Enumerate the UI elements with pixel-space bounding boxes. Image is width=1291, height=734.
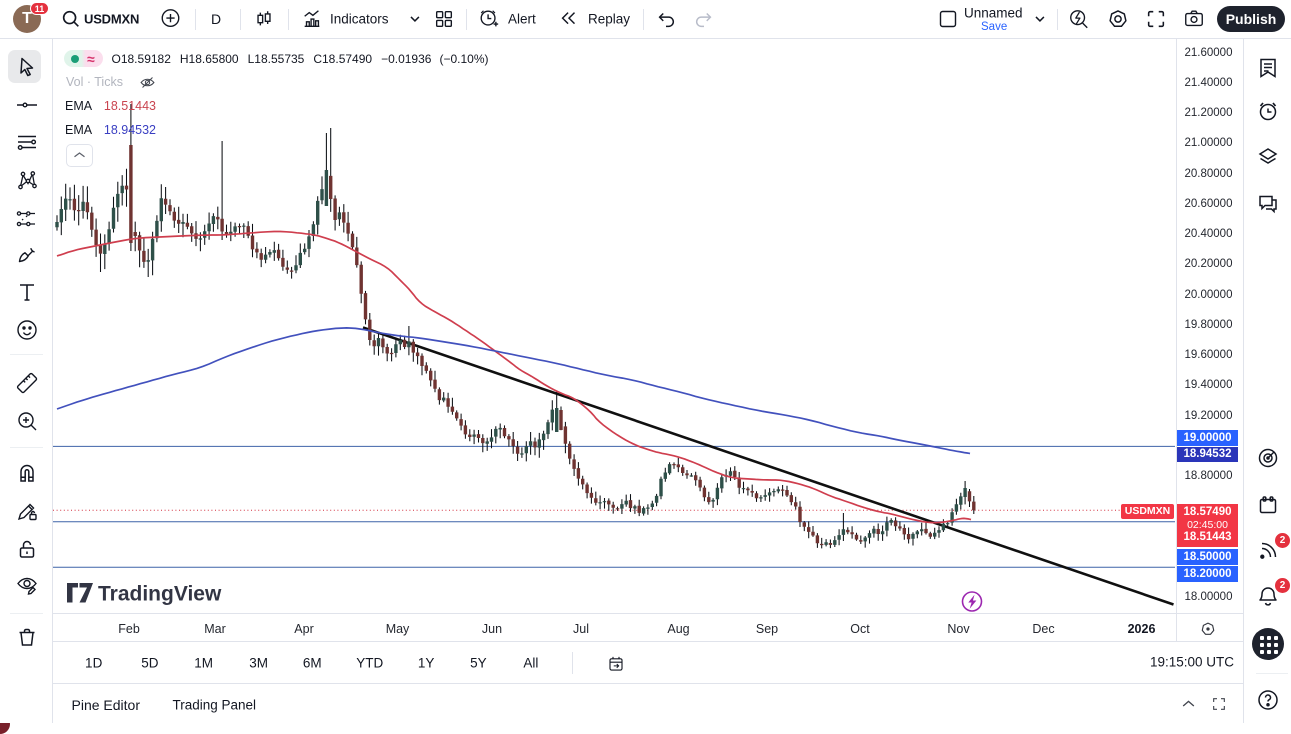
svg-text:TradingView: TradingView bbox=[98, 583, 222, 606]
